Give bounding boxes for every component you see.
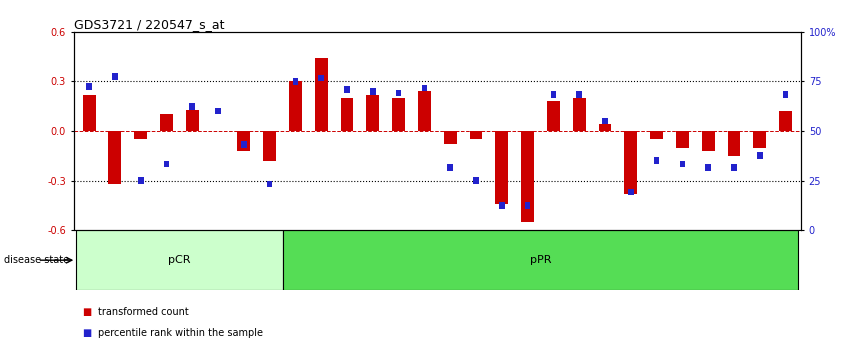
Bar	[76, 230, 282, 290]
Text: GDS3721 / 220547_s_at: GDS3721 / 220547_s_at	[74, 18, 224, 31]
Text: pCR: pCR	[168, 255, 191, 265]
Bar	[757, 153, 763, 159]
Bar	[160, 114, 173, 131]
Bar	[319, 75, 324, 81]
Text: disease state: disease state	[4, 255, 69, 265]
Bar	[705, 164, 711, 171]
Bar	[112, 73, 118, 80]
Bar	[216, 108, 221, 114]
Bar	[624, 131, 637, 194]
Bar	[547, 101, 559, 131]
Bar	[396, 90, 402, 96]
Bar	[289, 81, 302, 131]
Bar	[418, 91, 431, 131]
Bar	[602, 118, 608, 124]
Bar	[628, 189, 634, 195]
Bar	[753, 131, 766, 148]
Bar	[422, 85, 427, 91]
Bar	[577, 91, 582, 98]
Bar	[186, 109, 198, 131]
Bar	[525, 202, 531, 209]
Bar	[82, 95, 95, 131]
Bar	[282, 230, 798, 290]
Bar	[521, 131, 534, 222]
Bar	[344, 86, 350, 93]
Bar	[598, 124, 611, 131]
Bar	[551, 91, 556, 98]
Bar	[108, 131, 121, 184]
Bar	[473, 177, 479, 184]
Bar	[138, 177, 144, 184]
Bar	[366, 95, 379, 131]
Bar	[572, 98, 585, 131]
Bar	[340, 98, 353, 131]
Bar	[469, 131, 482, 139]
Bar	[134, 131, 147, 139]
Bar	[315, 58, 327, 131]
Bar	[370, 88, 376, 95]
Bar	[237, 131, 250, 151]
Bar	[495, 131, 508, 204]
Bar	[783, 91, 788, 98]
Bar	[293, 78, 298, 85]
Bar	[190, 103, 195, 109]
Bar	[164, 161, 170, 167]
Bar	[267, 181, 273, 187]
Bar	[650, 131, 663, 139]
Bar	[443, 131, 456, 144]
Bar	[779, 111, 792, 131]
Text: ■: ■	[82, 307, 92, 316]
Bar	[731, 164, 737, 171]
Bar	[392, 98, 405, 131]
Text: ■: ■	[82, 328, 92, 338]
Bar	[680, 161, 685, 167]
Bar	[448, 164, 453, 171]
Bar	[654, 158, 659, 164]
Text: pPR: pPR	[530, 255, 552, 265]
Bar	[727, 131, 740, 156]
Bar	[241, 141, 247, 148]
Text: transformed count: transformed count	[98, 307, 189, 316]
Text: percentile rank within the sample: percentile rank within the sample	[98, 328, 263, 338]
Bar	[499, 202, 505, 209]
Bar	[87, 83, 92, 90]
Bar	[676, 131, 688, 148]
Bar	[701, 131, 714, 151]
Bar	[263, 131, 276, 161]
